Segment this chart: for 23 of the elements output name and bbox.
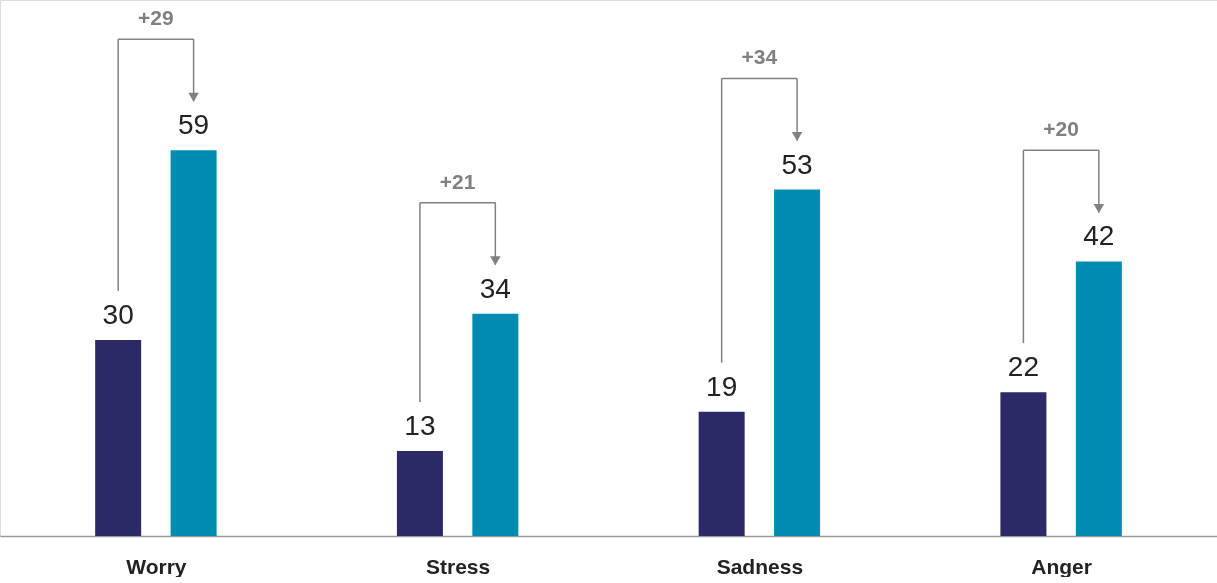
annotation: +29 — [138, 6, 174, 30]
data-label: 42 — [1083, 220, 1115, 252]
data-label: 22 — [1007, 351, 1039, 383]
data-label: 30 — [102, 298, 134, 330]
bar — [95, 339, 142, 536]
bar — [1000, 392, 1047, 536]
data-label: 59 — [178, 109, 210, 141]
data-label: 19 — [706, 370, 738, 402]
x-tick-label: Worry — [126, 554, 187, 578]
annotation: +34 — [741, 45, 778, 69]
bar — [698, 411, 745, 536]
data-label: 53 — [781, 148, 813, 180]
x-tick-label: Sadness — [716, 554, 804, 578]
bar — [396, 451, 443, 536]
x-tick-label: Stress — [426, 554, 491, 578]
annotation: +20 — [1043, 117, 1079, 141]
bar — [774, 189, 821, 536]
annotation: +21 — [439, 169, 476, 193]
data-label: 34 — [479, 272, 511, 304]
bar — [472, 313, 519, 536]
bar — [170, 150, 217, 536]
data-label: 13 — [404, 410, 436, 442]
bar — [1075, 261, 1122, 536]
